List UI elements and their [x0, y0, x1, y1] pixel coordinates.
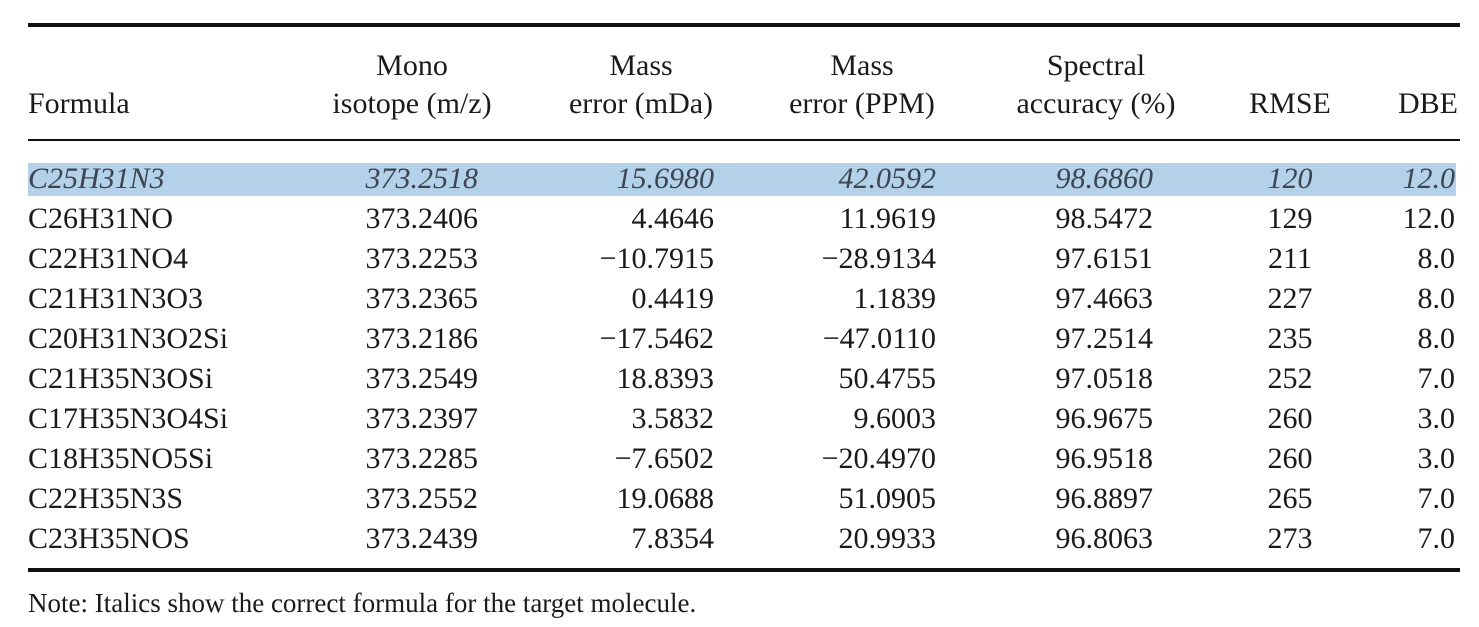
- table-cell: 96.8063: [1055, 522, 1154, 555]
- column-header: RMSE: [1249, 87, 1331, 120]
- table-cell: 97.2514: [1055, 322, 1154, 355]
- top-rule: [28, 23, 1460, 27]
- table-cell: 260: [1267, 402, 1313, 435]
- table-cell: C22H31NO4: [28, 242, 189, 275]
- table-cell: 235: [1267, 322, 1313, 355]
- table-cell: 373.2518: [365, 162, 479, 195]
- column-header: Mass: [609, 49, 673, 82]
- table-cell: 50.4755: [838, 362, 937, 395]
- table-cell: 373.2552: [365, 482, 479, 515]
- table-cell: 211: [1268, 242, 1312, 275]
- table-cell: C17H35N3O4Si: [28, 402, 229, 435]
- table-cell: 4.4646: [631, 202, 715, 235]
- table-cell: 96.8897: [1055, 482, 1154, 515]
- column-header: Mono: [376, 49, 448, 82]
- bottom-rule: [28, 568, 1460, 572]
- column-header: Formula: [28, 87, 130, 120]
- highlight-row: [28, 163, 1456, 196]
- table-cell: 373.2365: [365, 282, 479, 315]
- table-cell: 265: [1267, 482, 1313, 515]
- table-cell: 260: [1267, 442, 1313, 475]
- table-cell: 51.0905: [838, 482, 937, 515]
- table-cell: C18H35NO5Si: [28, 442, 214, 475]
- table-cell: 96.9675: [1055, 402, 1154, 435]
- table-cell: C23H35NOS: [28, 522, 190, 555]
- table-cell: 97.6151: [1055, 242, 1154, 275]
- table-cell: 96.9518: [1055, 442, 1154, 475]
- table-note: Note: Italics show the correct formula f…: [28, 588, 697, 618]
- table-cell: 12.0: [1402, 202, 1456, 235]
- table-cell: 9.6003: [853, 402, 937, 435]
- table-cell: 120: [1267, 162, 1313, 195]
- table-cell: 273: [1267, 522, 1313, 555]
- table-cell: 373.2406: [365, 202, 479, 235]
- table-cell: −7.6502: [614, 442, 714, 475]
- table-cell: 11.9619: [839, 202, 936, 235]
- table-cell: 15.6980: [616, 162, 715, 195]
- table-cell: 8.0: [1417, 282, 1456, 315]
- table-cell: 97.4663: [1055, 282, 1154, 315]
- table-cell: C21H35N3OSi: [28, 362, 214, 395]
- table-cell: 373.2186: [365, 322, 479, 355]
- table-cell: C26H31NO: [28, 202, 174, 235]
- table-cell: C20H31N3O2Si: [28, 322, 229, 355]
- table-cell: 20.9933: [838, 522, 937, 555]
- table-cell: −10.7915: [599, 242, 714, 275]
- column-header: error (mDa): [568, 87, 714, 120]
- table-cell: 227: [1267, 282, 1313, 315]
- table-cell: 373.2439: [365, 522, 479, 555]
- table-cell: 8.0: [1417, 242, 1456, 275]
- table-cell: 8.0: [1417, 322, 1456, 355]
- table-cell: 7.0: [1417, 482, 1456, 515]
- table-cell: 373.2253: [365, 242, 479, 275]
- table-cell: −47.0110: [822, 322, 936, 355]
- column-header: error (PPM): [789, 87, 935, 120]
- header-rule: [28, 139, 1460, 141]
- table-cell: 3.0: [1417, 402, 1456, 435]
- table-cell: 373.2397: [365, 402, 479, 435]
- table-cell: 42.0592: [838, 162, 937, 195]
- table-cell: 7.0: [1417, 522, 1456, 555]
- table-cell: 98.6860: [1055, 162, 1154, 195]
- table-cell: C25H31N3: [28, 162, 165, 195]
- table-cell: 18.8393: [616, 362, 715, 395]
- table-cell: C22H35N3S: [28, 482, 184, 515]
- table-cell: 97.0518: [1055, 362, 1154, 395]
- table-cell: 7.8354: [631, 522, 715, 555]
- table-cell: 98.5472: [1055, 202, 1154, 235]
- table-cell: 3.5832: [631, 402, 715, 435]
- table-cell: 7.0: [1417, 362, 1456, 395]
- table-cell: 3.0: [1417, 442, 1456, 475]
- table-cell: 12.0: [1402, 162, 1456, 195]
- column-header: accuracy (%): [1016, 87, 1176, 120]
- table-cell: 0.4419: [631, 282, 715, 315]
- table-cell: 252: [1267, 362, 1313, 395]
- column-header: DBE: [1398, 87, 1458, 120]
- table-cell: −20.4970: [821, 442, 936, 475]
- table-cell: −28.9134: [821, 242, 936, 275]
- table-cell: −17.5462: [599, 322, 714, 355]
- table-cell: 373.2549: [365, 362, 479, 395]
- table-cell: 373.2285: [365, 442, 479, 475]
- table-cell: C21H31N3O3: [28, 282, 204, 315]
- table-cell: 19.0688: [616, 482, 715, 515]
- column-header: Mass: [830, 49, 894, 82]
- column-header: isotope (m/z): [332, 87, 492, 120]
- column-header: Spectral: [1046, 49, 1146, 82]
- table-cell: 129: [1267, 202, 1313, 235]
- table-cell: 1.1839: [853, 282, 937, 315]
